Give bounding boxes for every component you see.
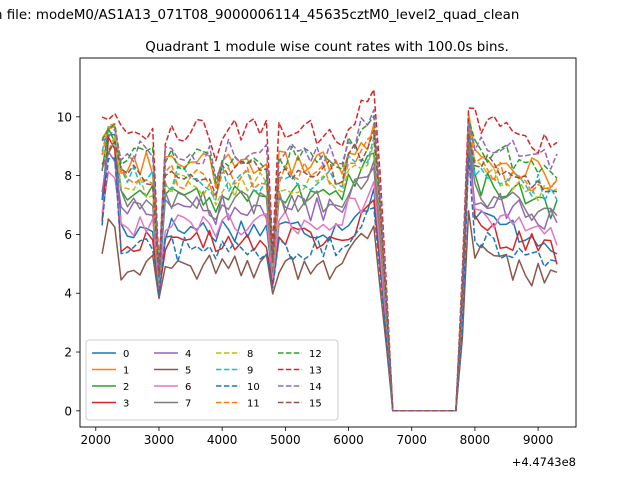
y-tick-label: 6 <box>64 228 72 242</box>
x-tick-label: 4000 <box>207 433 238 447</box>
legend-label: 2 <box>123 382 129 393</box>
legend-label: 12 <box>309 349 322 360</box>
axes-frame <box>79 57 577 428</box>
legend-label: 6 <box>185 382 191 393</box>
series-line-2 <box>101 127 558 412</box>
x-axis: 2000 3000 4000 5000 6000 7000 8000 9000 <box>81 427 554 447</box>
y-tick-label: 0 <box>64 404 72 418</box>
legend-label: 5 <box>185 366 191 377</box>
legend-label: 10 <box>247 382 260 393</box>
legend-label: 7 <box>185 399 191 410</box>
legend-label: 14 <box>309 382 322 393</box>
figure-suptitle: n file: modeM0/AS1A13_071T08_9000006114_… <box>0 8 519 23</box>
legend-label: 0 <box>123 349 129 360</box>
x-tick-label: 6000 <box>333 433 364 447</box>
x-tick-label: 3000 <box>144 433 175 447</box>
series-line-15 <box>101 129 558 412</box>
legend-label: 11 <box>247 399 260 410</box>
legend-label: 13 <box>309 366 322 377</box>
y-tick-label: 10 <box>57 110 72 124</box>
y-tick-label: 2 <box>64 346 72 360</box>
y-tick-label: 4 <box>64 287 72 301</box>
series-line-13 <box>101 88 558 412</box>
y-axis: 0 2 4 6 8 10 <box>57 110 80 418</box>
x-tick-label: 5000 <box>270 433 301 447</box>
legend-label: 1 <box>123 366 129 377</box>
series-line-6 <box>101 160 558 412</box>
legend-box <box>85 339 339 421</box>
legend-label: 3 <box>123 399 129 410</box>
series-line-3 <box>101 133 558 412</box>
series-line-0 <box>101 121 558 412</box>
series-line-14 <box>101 109 558 412</box>
legend-label: 8 <box>247 349 253 360</box>
x-tick-label: 7000 <box>396 433 427 447</box>
x-tick-label: 8000 <box>460 433 491 447</box>
legend-label: 4 <box>185 349 191 360</box>
legend-label: 15 <box>309 399 322 410</box>
x-tick-label: 2000 <box>81 433 112 447</box>
legend-label: 9 <box>247 366 253 377</box>
series-line-4 <box>101 145 558 412</box>
chart-title: Quadrant 1 module wise count rates with … <box>145 40 508 55</box>
x-tick-label: 9000 <box>523 433 554 447</box>
series-line-11 <box>101 118 558 412</box>
plot-area <box>101 88 558 412</box>
series-line-7 <box>101 139 558 412</box>
series-line-12 <box>101 115 558 412</box>
x-offset-text: +4.4743e8 <box>512 455 576 469</box>
y-tick-label: 8 <box>64 169 72 183</box>
